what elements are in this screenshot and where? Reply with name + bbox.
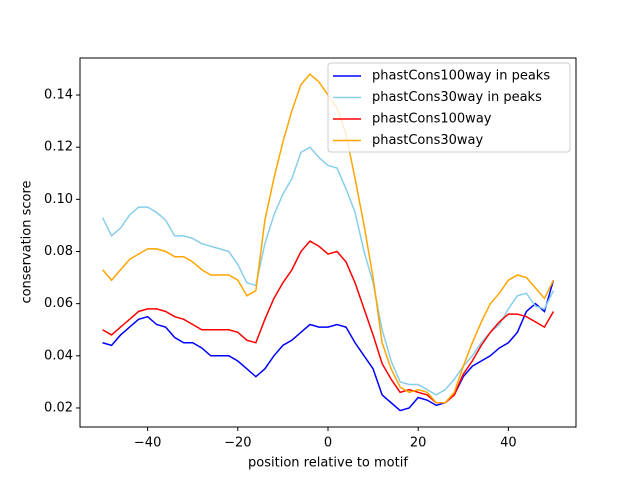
x-tick-label: 20 — [410, 436, 427, 451]
y-tick-label: 0.10 — [44, 192, 73, 207]
plot-frame — [79, 57, 577, 428]
legend-box — [327, 62, 571, 153]
legend-label: phastCons30way — [372, 133, 484, 148]
data-line — [102, 240, 555, 404]
x-tick-label: −20 — [224, 436, 251, 451]
x-tick-label: 40 — [500, 436, 517, 451]
x-tick-label: 0 — [324, 436, 332, 451]
legend-label: phastCons100way — [372, 112, 492, 127]
x-tick-label: −40 — [134, 436, 161, 451]
y-tick-label: 0.08 — [44, 244, 73, 259]
data-line — [102, 279, 555, 412]
y-tick-label: 0.14 — [44, 88, 73, 103]
y-tick-label: 0.02 — [44, 400, 73, 415]
legend-label: phastCons30way in peaks — [372, 90, 542, 105]
y-tick-label: 0.12 — [44, 140, 73, 155]
legend-label: phastCons100way in peaks — [372, 69, 550, 84]
y-tick-label: 0.06 — [44, 296, 73, 311]
y-axis-label: conservation score — [20, 180, 35, 303]
x-axis-label: position relative to motif — [248, 456, 408, 471]
y-tick-label: 0.04 — [44, 348, 73, 363]
data-line — [101, 146, 555, 396]
